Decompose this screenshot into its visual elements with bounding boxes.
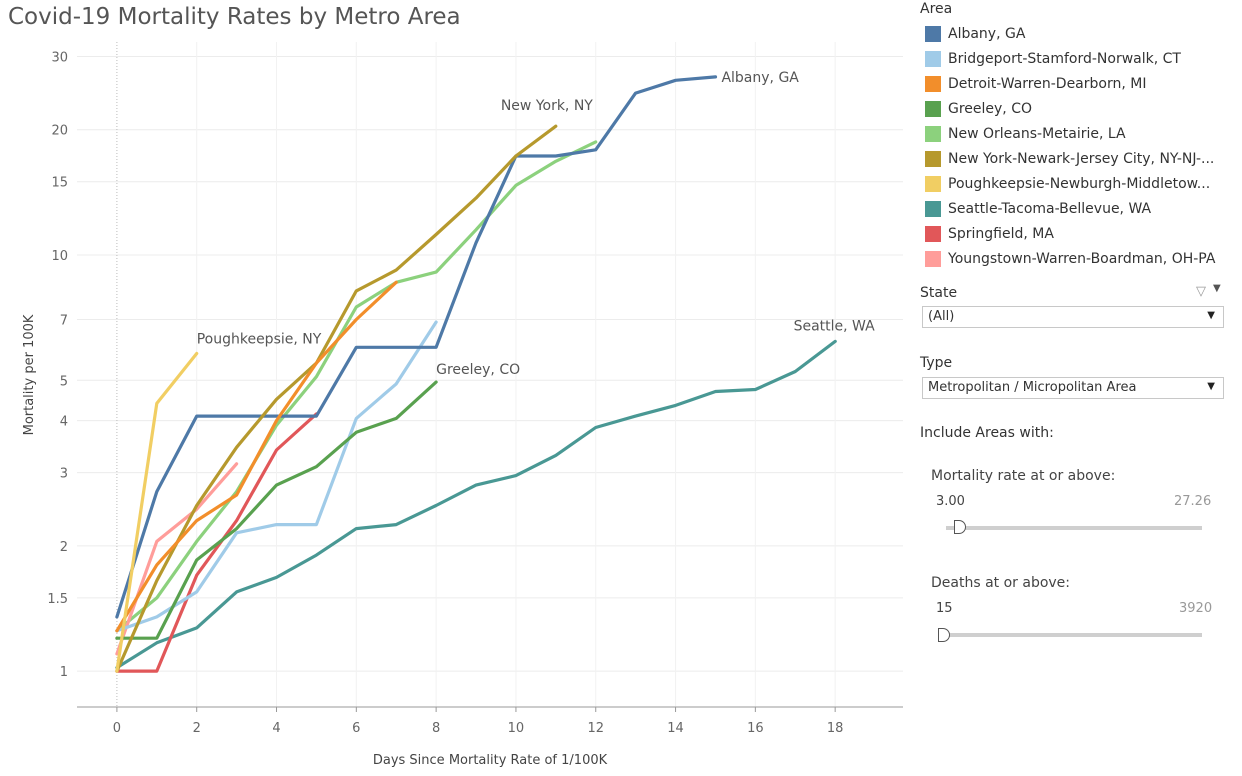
x-tick-label: 8: [432, 721, 440, 736]
legend-label: Springfield, MA: [948, 226, 1054, 242]
legend-item[interactable]: Seattle-Tacoma-Bellevue, WA: [925, 199, 1151, 219]
y-tick-label: 1.5: [47, 592, 68, 607]
y-tick-label: 10: [51, 249, 68, 264]
y-axis-label: Mortality per 100K: [22, 314, 37, 435]
menu-arrow-icon[interactable]: ▼: [1213, 283, 1221, 294]
state-dropdown-value: (All): [928, 309, 955, 324]
series-end-label: New York, NY: [501, 98, 593, 114]
type-filter-label: Type: [920, 355, 953, 371]
deaths-slider-handle[interactable]: [938, 628, 950, 642]
legend-label: New York-Newark-Jersey City, NY-NJ-...: [948, 151, 1215, 167]
series-line: [115, 124, 558, 673]
include-heading: Include Areas with:: [920, 425, 1054, 441]
y-tick-label: 20: [51, 124, 68, 139]
legend-label: Greeley, CO: [948, 101, 1033, 117]
mortality-slider-handle[interactable]: [954, 520, 966, 534]
legend-item[interactable]: Youngstown-Warren-Boardman, OH-PA: [925, 249, 1215, 269]
mortality-slider-label: Mortality rate at or above:: [931, 468, 1116, 484]
line-chart: 1 1.5 2 3 4 5 7 10 15 20 30 0 2 4 6 8 10 12 14 16 18 Albany,…: [22, 42, 903, 768]
legend-swatch: [925, 76, 941, 92]
x-tick-label: 0: [113, 721, 121, 736]
y-tick-label: 1: [60, 665, 68, 680]
legend-swatch: [925, 101, 941, 117]
deaths-slider-label: Deaths at or above:: [931, 575, 1071, 591]
x-tick-label: 2: [193, 721, 201, 736]
series-end-label: Greeley, CO: [436, 362, 520, 378]
deaths-slider-track[interactable]: [946, 633, 1202, 637]
x-tick-label: 14: [667, 721, 684, 736]
series-end-label: Albany, GA: [721, 70, 799, 86]
x-tick-label: 6: [352, 721, 360, 736]
series-line: [115, 380, 438, 640]
mortality-slider-track[interactable]: [946, 526, 1202, 530]
legend-item[interactable]: New York-Newark-Jersey City, NY-NJ-...: [925, 149, 1214, 169]
legend-item[interactable]: Greeley, CO: [925, 99, 1032, 119]
legend-swatch: [925, 226, 941, 242]
y-tick-label: 7: [60, 313, 68, 328]
legend-label: Detroit-Warren-Dearborn, MI: [948, 76, 1147, 92]
x-tick-label: 4: [272, 721, 280, 736]
legend-item[interactable]: Bridgeport-Stamford-Norwalk, CT: [925, 49, 1181, 69]
series-labels: Albany, GA Greeley, CO New York, NY Poughke…: [197, 70, 875, 378]
series-line: [115, 75, 718, 619]
state-dropdown[interactable]: (All) ▼: [922, 306, 1224, 328]
x-tick-label: 18: [827, 721, 844, 736]
legend-label: Youngstown-Warren-Boardman, OH-PA: [948, 251, 1216, 267]
legend-item[interactable]: New Orleans-Metairie, LA: [925, 124, 1126, 144]
series-lines: [115, 75, 837, 673]
state-filter-label: State: [920, 285, 958, 301]
legend-label: Albany, GA: [948, 26, 1026, 42]
x-axis-label: Days Since Mortality Rate of 1/100K: [373, 753, 608, 768]
mortality-slider-value: 3.00: [936, 494, 965, 509]
y-tick-label: 2: [60, 540, 68, 555]
chart-title: Covid-19 Mortality Rates by Metro Area: [8, 4, 461, 30]
legend-swatch: [925, 201, 941, 217]
legend-swatch: [925, 51, 941, 67]
axes: 1 1.5 2 3 4 5 7 10 15 20 30 0 2 4 6 8 10 12 14 16 18: [47, 50, 903, 736]
deaths-slider-max: 3920: [1179, 601, 1213, 616]
legend-swatch: [925, 176, 941, 192]
filter-icon[interactable]: ▽: [1196, 284, 1206, 299]
chevron-down-icon: ▼: [1207, 310, 1215, 321]
series-line: [115, 140, 598, 633]
type-dropdown-value: Metropolitan / Micropolitan Area: [928, 380, 1137, 395]
y-tick-label: 30: [51, 50, 68, 65]
legend-label: Poughkeepsie-Newburgh-Middletow...: [948, 176, 1211, 192]
deaths-slider-value: 15: [936, 601, 953, 616]
type-dropdown[interactable]: Metropolitan / Micropolitan Area ▼: [922, 377, 1224, 399]
x-tick-label: 16: [747, 721, 764, 736]
y-tick-label: 5: [60, 374, 68, 389]
legend-swatch: [925, 151, 941, 167]
legend-item[interactable]: Albany, GA: [925, 24, 1025, 44]
legend-label: Seattle-Tacoma-Bellevue, WA: [948, 201, 1152, 217]
series-line: [115, 320, 438, 633]
x-tick-label: 10: [508, 721, 525, 736]
legend-label: Bridgeport-Stamford-Norwalk, CT: [948, 51, 1181, 67]
series-line: [115, 351, 199, 673]
series-line: [115, 280, 398, 633]
legend-swatch: [925, 26, 941, 42]
legend-title: Area: [920, 1, 953, 17]
chevron-down-icon: ▼: [1207, 381, 1215, 392]
series-line: [115, 412, 318, 673]
mortality-slider-max: 27.26: [1174, 494, 1212, 509]
legend-label: New Orleans-Metairie, LA: [948, 126, 1126, 142]
x-tick-label: 12: [587, 721, 604, 736]
series-end-label: Poughkeepsie, NY: [197, 331, 322, 347]
legend-item[interactable]: Springfield, MA: [925, 224, 1054, 244]
y-tick-label: 15: [51, 176, 68, 191]
series-line: [115, 339, 837, 670]
series-end-label: Seattle, WA: [794, 318, 876, 334]
legend-item[interactable]: Poughkeepsie-Newburgh-Middletow...: [925, 174, 1210, 194]
y-tick-label: 4: [60, 415, 68, 430]
legend-item[interactable]: Detroit-Warren-Dearborn, MI: [925, 74, 1146, 94]
y-tick-label: 3: [60, 467, 68, 482]
legend-swatch: [925, 126, 941, 142]
legend-swatch: [925, 251, 941, 267]
